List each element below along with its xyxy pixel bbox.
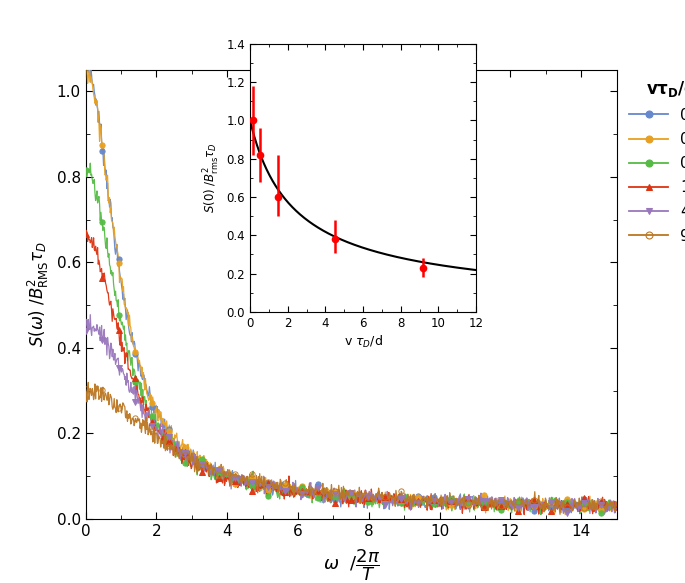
X-axis label: v $\tau_D$/d: v $\tau_D$/d <box>343 334 383 350</box>
Y-axis label: $S(\omega)$ /$B^2_{\mathrm{RMS}}\tau_D$: $S(\omega)$ /$B^2_{\mathrm{RMS}}\tau_D$ <box>26 241 51 347</box>
Y-axis label: $S(0)$ /$B^2_{\mathrm{rms}}\tau_D$: $S(0)$ /$B^2_{\mathrm{rms}}\tau_D$ <box>202 142 222 213</box>
X-axis label: $\omega$  /$\dfrac{2\pi}{T}$: $\omega$ /$\dfrac{2\pi}{T}$ <box>323 547 379 582</box>
Legend: 0., 0.15, 0.55, 1.5, 4.4, 9.2: 0., 0.15, 0.55, 1.5, 4.4, 9.2 <box>630 78 685 244</box>
